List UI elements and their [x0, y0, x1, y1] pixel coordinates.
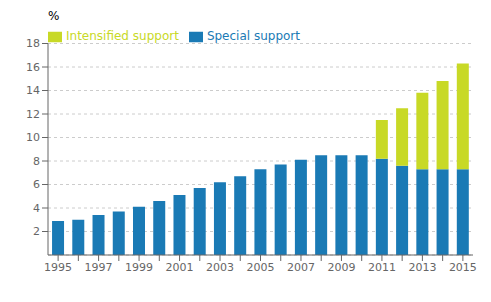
svg-text:2: 2 [33, 225, 40, 238]
svg-text:4: 4 [33, 202, 40, 215]
svg-text:10: 10 [26, 131, 40, 144]
svg-text:16: 16 [26, 61, 40, 74]
svg-text:2007: 2007 [287, 261, 315, 274]
svg-text:6: 6 [33, 178, 40, 191]
svg-text:2011: 2011 [368, 261, 396, 274]
svg-text:12: 12 [26, 108, 40, 121]
svg-text:2001: 2001 [166, 261, 194, 274]
svg-text:2005: 2005 [247, 261, 275, 274]
svg-text:2013: 2013 [408, 261, 436, 274]
svg-text:14: 14 [26, 84, 40, 97]
svg-text:1995: 1995 [44, 261, 72, 274]
svg-text:2003: 2003 [206, 261, 234, 274]
svg-text:2015: 2015 [449, 261, 477, 274]
html-text:Special support: Special support [206, 29, 300, 43]
svg-text:18: 18 [26, 37, 40, 50]
html-text:Intensified support: Intensified support [66, 29, 179, 43]
svg-text:1999: 1999 [125, 261, 153, 274]
svg-text:1997: 1997 [85, 261, 113, 274]
svg-text:8: 8 [33, 155, 40, 168]
svg-text:2009: 2009 [327, 261, 355, 274]
